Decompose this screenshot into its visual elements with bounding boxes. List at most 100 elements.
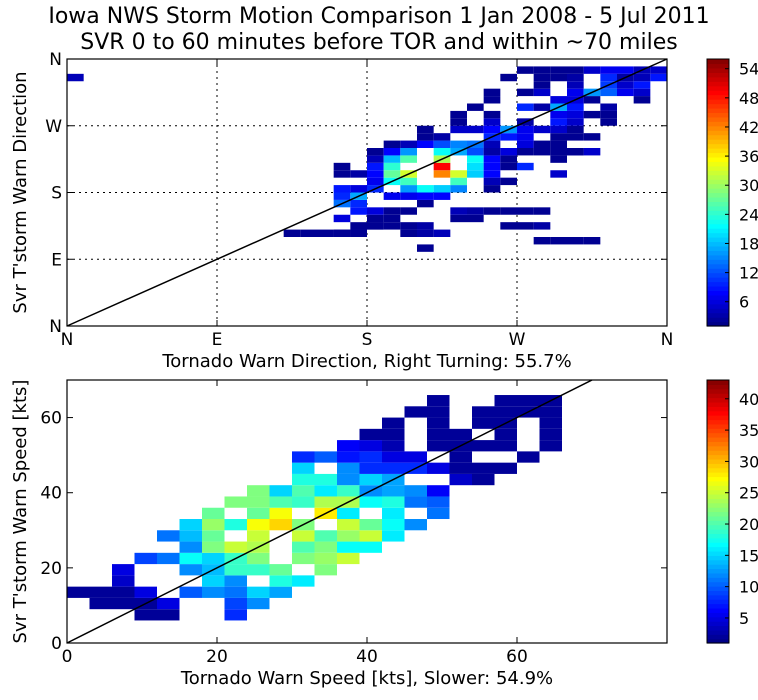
heatmap-cell [367,170,384,178]
heatmap-cell [269,519,292,531]
heatmap-cell [617,88,634,97]
heatmap-cell [417,140,434,148]
heatmap-cell [157,530,180,542]
heatmap-cell [500,207,517,215]
heatmap-cell [404,496,427,508]
heatmap-cell [269,507,292,520]
colorbar-segment [707,638,729,644]
heatmap-cell [567,118,584,126]
heatmap-cell [550,66,567,74]
heatmap-cell [269,564,292,576]
heatmap-cell [583,237,601,245]
colorbar-segment [707,130,729,136]
colorbar-segment [707,103,729,109]
heatmap-cell [314,473,337,486]
y-tick-label: 60 [40,409,62,429]
colorbar-tick-label: 30 [739,176,758,195]
heatmap-cell [383,222,401,230]
colorbar-segment [707,165,729,171]
heatmap-cell [337,440,360,452]
colorbar-segment [707,219,729,225]
heatmap-cell [500,177,517,186]
heatmap-cell [359,451,382,463]
colorbar-segment [707,85,729,91]
heatmap-cell [450,125,467,134]
heatmap-cell [404,519,427,531]
heatmap-cell [617,66,634,74]
heatmap-cell [427,417,450,429]
heatmap-cell [427,496,450,508]
colorbar-segment [707,410,729,416]
colorbar-segment [707,254,729,260]
heatmap-cell [467,214,484,223]
colorbar-segment [707,634,729,640]
heatmap-cell [533,148,551,156]
y-tick-label: N [49,50,62,70]
heatmap-cell [382,451,405,463]
colorbar-segment [707,174,729,180]
colorbar-segment [707,559,729,565]
heatmap-cell [247,586,270,598]
heatmap-cell [383,170,401,178]
colorbar-segment [707,607,729,613]
heatmap-cell [179,564,202,576]
heatmap-cell [247,552,270,565]
heatmap-cell [314,564,337,576]
heatmap-cell [382,485,405,497]
heatmap-cell [550,73,567,82]
colorbar-segment [707,170,729,176]
heatmap-cell [467,170,484,178]
heatmap-cell [224,541,247,553]
colorbar-segment [707,156,729,162]
colorbar-segment [707,502,729,508]
colorbar-segment [707,67,729,73]
colorbar-segment [707,237,729,243]
heatmap-cell [383,192,401,200]
heatmap-cell [483,170,501,178]
heatmap-cell [404,485,427,497]
heatmap-cell [583,110,601,119]
colorbar-tick-label: 6 [739,293,749,312]
heatmap-cell [179,519,202,531]
heatmap-cell [633,88,651,97]
heatmap-cell [404,406,427,418]
heatmap-cell [517,162,534,171]
heatmap-cell [500,155,517,163]
heatmap-cell [483,155,501,163]
colorbar-segment [707,210,729,216]
heatmap-cell [292,462,315,474]
colorbar-segment [707,524,729,530]
heatmap-cell [533,103,551,111]
heatmap-cell [450,185,467,193]
chart-title-line-1: Iowa NWS Storm Motion Comparison 1 Jan 2… [48,4,710,29]
colorbar-segment [707,612,729,618]
heatmap-cell [483,185,501,193]
heatmap-cell [483,207,501,215]
colorbar-segment [707,393,729,399]
heatmap-cell [247,485,270,497]
heatmap-cell [427,440,450,452]
heatmap-cell [583,148,601,156]
heatmap-cell [350,222,367,230]
heatmap-cell [600,73,617,82]
heatmap-cell [382,462,405,474]
colorbar-segment [707,625,729,631]
heatmap-cell [567,66,584,74]
colorbar-segment [707,81,729,87]
heatmap-cell [567,103,584,111]
heatmap-cell [467,103,484,111]
colorbar-tick-label: 24 [739,205,758,224]
colorbar-segment [707,476,729,482]
heatmap-cell [583,66,601,74]
heatmap-cell [483,88,501,97]
heatmap-cell [382,496,405,508]
colorbar-segment [707,380,729,385]
heatmap-cell [350,185,367,193]
heatmap-cell [449,462,472,474]
y-tick-label: E [51,250,62,270]
colorbar-segment [707,546,729,552]
heatmap-cell [539,440,562,452]
heatmap-cell [67,586,90,598]
heatmap-cell [427,485,450,497]
colorbar-segment [707,72,729,78]
